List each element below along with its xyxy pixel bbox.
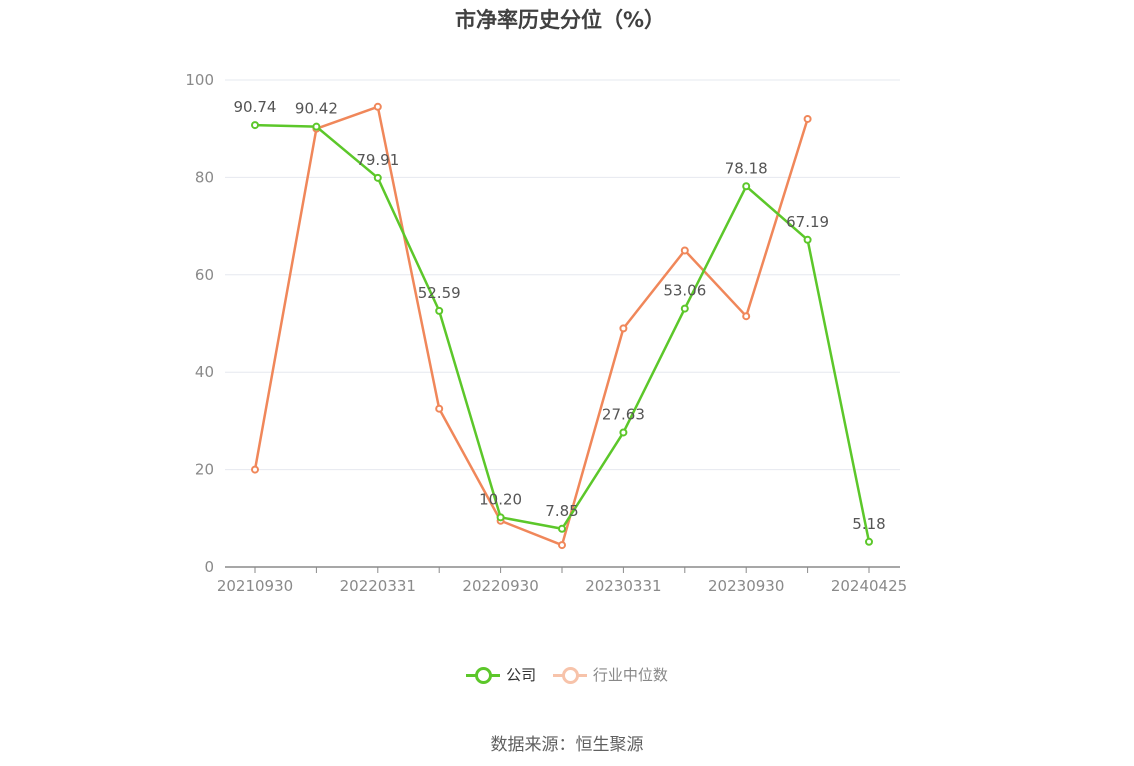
data-label: 67.19 xyxy=(786,213,829,231)
gridlines xyxy=(225,79,900,471)
legend-label: 行业中位数 xyxy=(592,666,668,684)
legend-line-icon xyxy=(552,665,587,685)
series-line xyxy=(254,123,871,543)
data-labels: 90.74 90.42 79.91 52.59 10.20 7.85 27.63 53.06 7… xyxy=(234,98,886,533)
data-point[interactable] xyxy=(251,121,259,130)
y-tick-label: 80 xyxy=(195,168,214,186)
data-label: 79.91 xyxy=(356,151,399,169)
data-point[interactable] xyxy=(865,537,873,546)
x-tick-label: 20220331 xyxy=(340,577,416,595)
data-label: 90.42 xyxy=(295,100,338,118)
data-label: 90.74 xyxy=(234,98,277,116)
series-lines xyxy=(251,102,873,550)
data-point[interactable] xyxy=(680,304,689,313)
x-tick-label: 20230930 xyxy=(708,577,784,595)
legend-item-company[interactable]: 公司 xyxy=(466,664,536,685)
data-point[interactable] xyxy=(251,465,259,474)
data-label: 27.63 xyxy=(602,405,645,423)
data-point[interactable] xyxy=(742,312,751,321)
data-point[interactable] xyxy=(619,428,628,437)
legend-line-icon xyxy=(466,665,501,685)
data-point[interactable] xyxy=(558,524,566,533)
data-label: 78.18 xyxy=(725,159,768,177)
y-tick-label: 60 xyxy=(195,266,214,284)
data-point[interactable] xyxy=(680,246,689,255)
y-tick-label: 40 xyxy=(195,363,214,381)
chart-title: 市净率历史分位（%） xyxy=(454,8,666,32)
data-label: 53.06 xyxy=(663,282,706,300)
x-tick-label: 20210930 xyxy=(217,577,293,595)
y-tick-label: 20 xyxy=(195,461,214,479)
legend: 公司 行业中位数 xyxy=(0,664,1134,689)
data-point[interactable] xyxy=(435,404,444,413)
y-tick-label: 100 xyxy=(185,71,214,89)
data-point[interactable] xyxy=(742,182,751,191)
data-point[interactable] xyxy=(373,173,382,182)
data-point[interactable] xyxy=(803,235,812,244)
data-point[interactable] xyxy=(312,122,321,131)
x-tick-label: 20240425 xyxy=(831,577,907,595)
data-point[interactable] xyxy=(373,102,382,111)
data-source: 数据来源：恒生聚源 xyxy=(490,735,644,755)
data-point[interactable] xyxy=(558,541,566,550)
data-label: 5.18 xyxy=(852,515,885,533)
y-tick-label: 0 xyxy=(204,558,214,576)
data-point[interactable] xyxy=(435,306,444,315)
data-label: 10.20 xyxy=(479,490,522,508)
x-tick-label: 20230331 xyxy=(585,577,661,595)
data-point[interactable] xyxy=(496,513,505,522)
series-line xyxy=(253,105,809,547)
x-tick-label: 20220930 xyxy=(462,577,538,595)
legend-item-industry-median[interactable]: 行业中位数 xyxy=(552,664,668,685)
data-label: 7.85 xyxy=(545,502,578,520)
data-point[interactable] xyxy=(619,324,628,333)
legend-label: 公司 xyxy=(506,666,537,684)
data-label: 52.59 xyxy=(418,284,461,302)
data-point[interactable] xyxy=(803,114,812,123)
axes: 0 20 40 60 80 100 20210930 20220331 20220930 2023… xyxy=(185,71,907,595)
